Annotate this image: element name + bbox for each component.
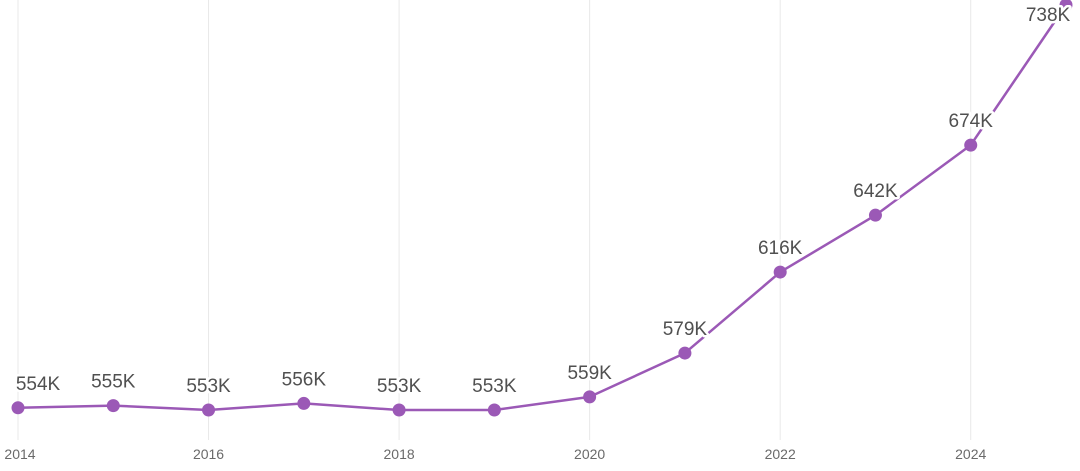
data-point [487, 403, 501, 417]
data-point [392, 403, 406, 417]
data-labels: 554K 555K 553K 556K 553K 553K 559K 579K 616K 642K… [13, 3, 1073, 400]
data-label: 579K [663, 319, 708, 340]
x-tick-label: 2022 [765, 446, 796, 462]
data-label: 554K [16, 374, 61, 395]
series-line [16, 3, 1068, 412]
data-label: 553K [472, 376, 517, 397]
data-label: 553K [377, 376, 422, 397]
data-point [678, 346, 692, 360]
data-point [773, 265, 787, 279]
x-tick-label: 2014 [4, 446, 35, 462]
data-label: 642K [853, 181, 898, 202]
data-point [202, 403, 216, 417]
data-point [106, 399, 120, 413]
x-tick-label: 2020 [574, 446, 605, 462]
x-tick-label: 2018 [384, 446, 415, 462]
data-point [964, 138, 978, 152]
data-point [868, 208, 882, 222]
data-label: 553K [186, 376, 231, 397]
data-points [11, 0, 1073, 417]
grid-lines [17, 0, 972, 440]
data-label: 555K [91, 372, 136, 393]
data-label: 556K [282, 369, 327, 390]
x-tick-label: 2024 [955, 446, 986, 462]
data-label: 674K [949, 111, 994, 132]
data-point [583, 390, 597, 404]
data-label: 559K [567, 363, 612, 384]
data-label: 616K [758, 238, 803, 259]
data-label: 738K [1026, 5, 1071, 26]
data-point [11, 401, 25, 415]
x-tick-label: 2016 [193, 446, 224, 462]
data-point [1059, 0, 1073, 12]
x-axis-ticks: 2014 2016 2018 2020 2022 2024 [4, 446, 986, 462]
data-point [297, 396, 311, 410]
